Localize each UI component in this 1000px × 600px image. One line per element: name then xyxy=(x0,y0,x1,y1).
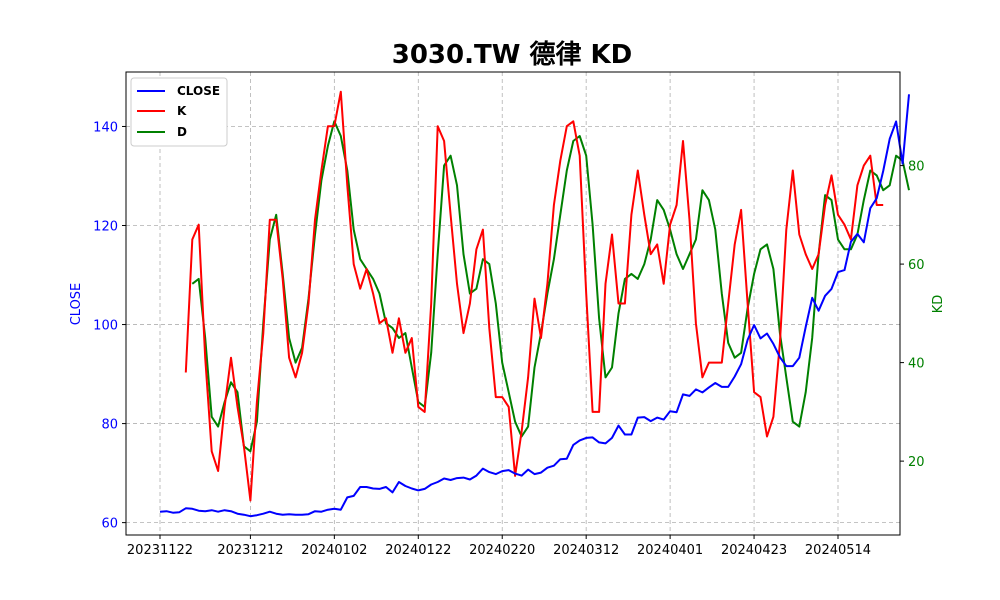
right-y-axis-label: KD xyxy=(931,295,946,314)
left-y-axis: 60 80 100 120 140 xyxy=(93,120,126,532)
x-tick-label: 20231212 xyxy=(217,543,283,558)
series-layer xyxy=(159,90,910,518)
x-tick-label: 20231122 xyxy=(127,543,193,558)
series-line-k xyxy=(184,90,884,502)
legend-label-close: CLOSE xyxy=(177,84,220,98)
legend: CLOSE K D xyxy=(130,77,228,147)
legend-label-k: K xyxy=(177,104,187,118)
left-y-tick-label: 120 xyxy=(93,220,118,235)
left-y-axis-label: CLOSE xyxy=(69,283,84,326)
x-tick-label: 20240423 xyxy=(721,543,787,558)
right-y-tick-label: 60 xyxy=(908,258,925,273)
x-tick-label: 20240401 xyxy=(637,543,703,558)
x-tick-label: 20240102 xyxy=(301,543,367,558)
x-tick-label: 20240514 xyxy=(805,543,871,558)
series-line-d xyxy=(191,120,910,453)
right-y-tick-label: 20 xyxy=(908,455,925,470)
legend-label-d: D xyxy=(177,125,187,139)
left-y-tick-label: 80 xyxy=(101,418,118,433)
x-axis: 20231122 20231212 20240102 20240122 20240220… xyxy=(127,535,871,558)
chart-title: 3030.TW 德律 KD xyxy=(392,40,633,70)
right-y-axis: 20 40 60 80 xyxy=(900,160,925,470)
series-line-close xyxy=(159,94,910,518)
plot-frame xyxy=(125,71,901,536)
left-y-tick-label: 140 xyxy=(93,120,118,135)
left-y-tick-label: 60 xyxy=(101,517,118,532)
x-tick-label: 20240122 xyxy=(385,543,451,558)
x-tick-label: 20240220 xyxy=(469,543,535,558)
right-y-tick-label: 40 xyxy=(908,357,925,372)
right-y-tick-label: 80 xyxy=(908,160,925,175)
grid xyxy=(126,72,900,535)
left-y-tick-label: 100 xyxy=(93,319,118,334)
x-tick-label: 20240312 xyxy=(553,543,619,558)
legend-box xyxy=(130,77,228,147)
